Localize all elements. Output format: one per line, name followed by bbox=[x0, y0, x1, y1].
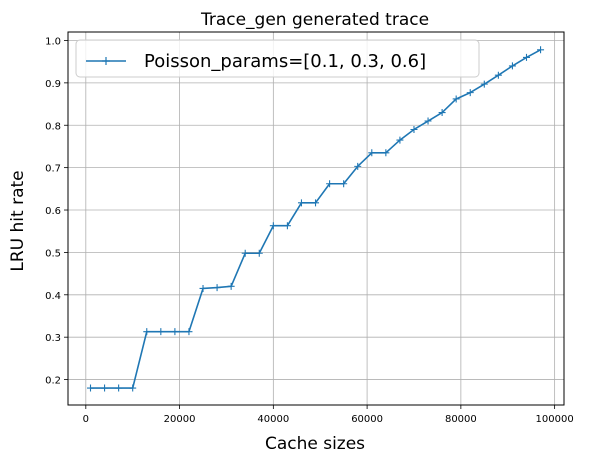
data-point bbox=[185, 328, 193, 336]
data-point bbox=[410, 125, 418, 133]
data-point bbox=[340, 180, 348, 188]
data-point bbox=[424, 117, 432, 125]
axis-ticks: 0 20000 40000 60000 80000 100000 0.2 0.3 0.4 0.5 0… bbox=[45, 36, 574, 425]
data-point bbox=[480, 80, 488, 88]
data-point bbox=[326, 180, 334, 188]
data-point bbox=[255, 249, 263, 257]
data-point bbox=[522, 53, 530, 61]
legend: Poisson_params=[0.1, 0.3, 0.6] bbox=[75, 39, 480, 78]
grid-lines bbox=[68, 32, 564, 405]
y-tick-label: 0.6 bbox=[45, 206, 61, 217]
y-tick-label: 1.0 bbox=[45, 36, 61, 47]
x-tick-label: 100000 bbox=[536, 414, 574, 425]
data-point bbox=[115, 384, 123, 392]
y-tick-label: 0.4 bbox=[45, 291, 61, 302]
data-point bbox=[143, 328, 151, 336]
data-point bbox=[101, 384, 109, 392]
chart-title: Trace_gen generated trace bbox=[200, 10, 429, 30]
data-point bbox=[199, 284, 207, 292]
legend-series-label: Poisson_params=[0.1, 0.3, 0.6] bbox=[144, 51, 426, 72]
y-tick-label: 0.2 bbox=[45, 376, 61, 387]
data-point bbox=[537, 46, 545, 54]
legend-box bbox=[75, 39, 480, 78]
y-tick-label: 0.3 bbox=[45, 333, 61, 344]
data-point bbox=[129, 384, 137, 392]
x-tick-label: 60000 bbox=[351, 414, 383, 425]
data-point bbox=[213, 284, 221, 292]
x-tick-label: 40000 bbox=[257, 414, 289, 425]
data-point bbox=[283, 222, 291, 230]
y-tick-label: 0.7 bbox=[45, 164, 61, 175]
x-tick-label: 20000 bbox=[164, 414, 196, 425]
data-point bbox=[466, 89, 474, 97]
data-point bbox=[241, 249, 249, 257]
data-point bbox=[312, 199, 320, 207]
y-axis-label: LRU hit rate bbox=[8, 170, 28, 271]
data-point bbox=[494, 71, 502, 79]
data-point bbox=[438, 109, 446, 117]
y-tick-label: 0.5 bbox=[45, 248, 61, 259]
data-point bbox=[452, 95, 460, 103]
y-tick-label: 0.9 bbox=[45, 79, 61, 90]
data-point bbox=[157, 328, 165, 336]
data-point bbox=[354, 162, 362, 170]
x-tick-label: 80000 bbox=[445, 414, 477, 425]
plot-frame bbox=[67, 31, 565, 406]
y-tick-label: 0.8 bbox=[45, 121, 61, 132]
data-point bbox=[269, 222, 277, 230]
legend-series-marker bbox=[102, 57, 110, 65]
data-point bbox=[227, 282, 235, 290]
data-point bbox=[368, 149, 376, 157]
data-point bbox=[382, 149, 390, 157]
data-point bbox=[508, 62, 516, 70]
data-series bbox=[87, 46, 545, 392]
x-tick-label: 0 bbox=[83, 414, 89, 425]
data-point bbox=[396, 136, 404, 144]
data-point bbox=[171, 328, 179, 336]
x-axis-label: Cache sizes bbox=[265, 434, 365, 454]
data-point bbox=[297, 199, 305, 207]
data-point bbox=[87, 384, 95, 392]
